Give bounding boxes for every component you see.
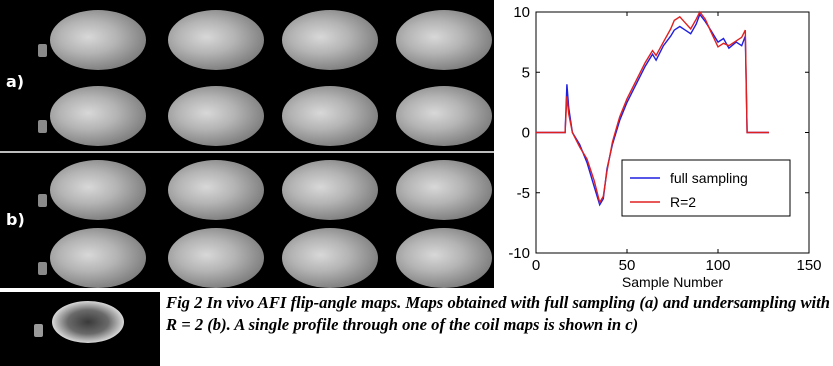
series-layer <box>536 10 769 207</box>
flip-angle-map <box>396 86 492 146</box>
flip-angle-map <box>396 160 492 220</box>
legend: full sampling R=2 <box>621 159 791 217</box>
figure-caption: Fig 2 In vivo AFI flip-angle maps. Maps … <box>166 293 830 334</box>
flip-angle-map <box>50 228 146 288</box>
coil-map-thumbnail <box>0 292 160 366</box>
y-tick-label: -5 <box>517 185 530 202</box>
flip-angle-map <box>396 10 492 70</box>
map-row-a-top <box>0 6 494 72</box>
flip-angle-map <box>168 160 264 220</box>
map-row-a-bottom <box>0 82 494 148</box>
y-tick-label: -10 <box>508 245 530 262</box>
flip-angle-map <box>168 10 264 70</box>
flip-angle-map <box>282 10 378 70</box>
x-axis-label: Sample Number <box>622 274 723 290</box>
map-row-b-bottom <box>0 224 494 290</box>
map-stub <box>38 44 47 57</box>
y-tick-label: 0 <box>522 125 530 142</box>
map-stub <box>38 262 47 275</box>
map-stub <box>38 120 47 133</box>
legend-label: full sampling <box>670 170 748 186</box>
legend-label: R=2 <box>670 194 696 210</box>
map-row-b-top <box>0 156 494 222</box>
map-stub <box>38 194 47 207</box>
y-tick-label: 5 <box>522 64 530 81</box>
flip-angle-map <box>50 160 146 220</box>
row-label-a: a) <box>6 72 25 91</box>
flip-angle-map <box>282 160 378 220</box>
x-tick-label: 50 <box>619 257 636 274</box>
x-tick-label: 100 <box>705 257 730 274</box>
series-line-2 <box>536 10 769 205</box>
axes: 0 50 100 150 -10 -5 0 5 10 Sample Number <box>508 4 821 290</box>
flip-angle-map <box>50 10 146 70</box>
flip-angle-map <box>50 86 146 146</box>
profile-chart: 0 50 100 150 -10 -5 0 5 10 Sample Number full sam… <box>494 0 833 292</box>
anatomical-image <box>52 301 124 343</box>
flip-angle-map <box>396 228 492 288</box>
flip-angle-map <box>168 86 264 146</box>
flip-angle-map <box>168 228 264 288</box>
x-tick-label: 150 <box>796 257 821 274</box>
flip-angle-maps-panel: a) b) <box>0 0 494 288</box>
flip-angle-map <box>282 86 378 146</box>
series-line-1 <box>536 12 769 207</box>
flip-angle-map <box>282 228 378 288</box>
map-stub <box>34 324 43 337</box>
profile-chart-svg: 0 50 100 150 -10 -5 0 5 10 Sample Number full sam… <box>508 4 821 290</box>
legend-box <box>621 159 791 217</box>
x-tick-label: 0 <box>532 257 540 274</box>
y-tick-label: 10 <box>513 4 530 21</box>
panel-divider <box>0 151 494 153</box>
row-label-b: b) <box>6 210 25 229</box>
